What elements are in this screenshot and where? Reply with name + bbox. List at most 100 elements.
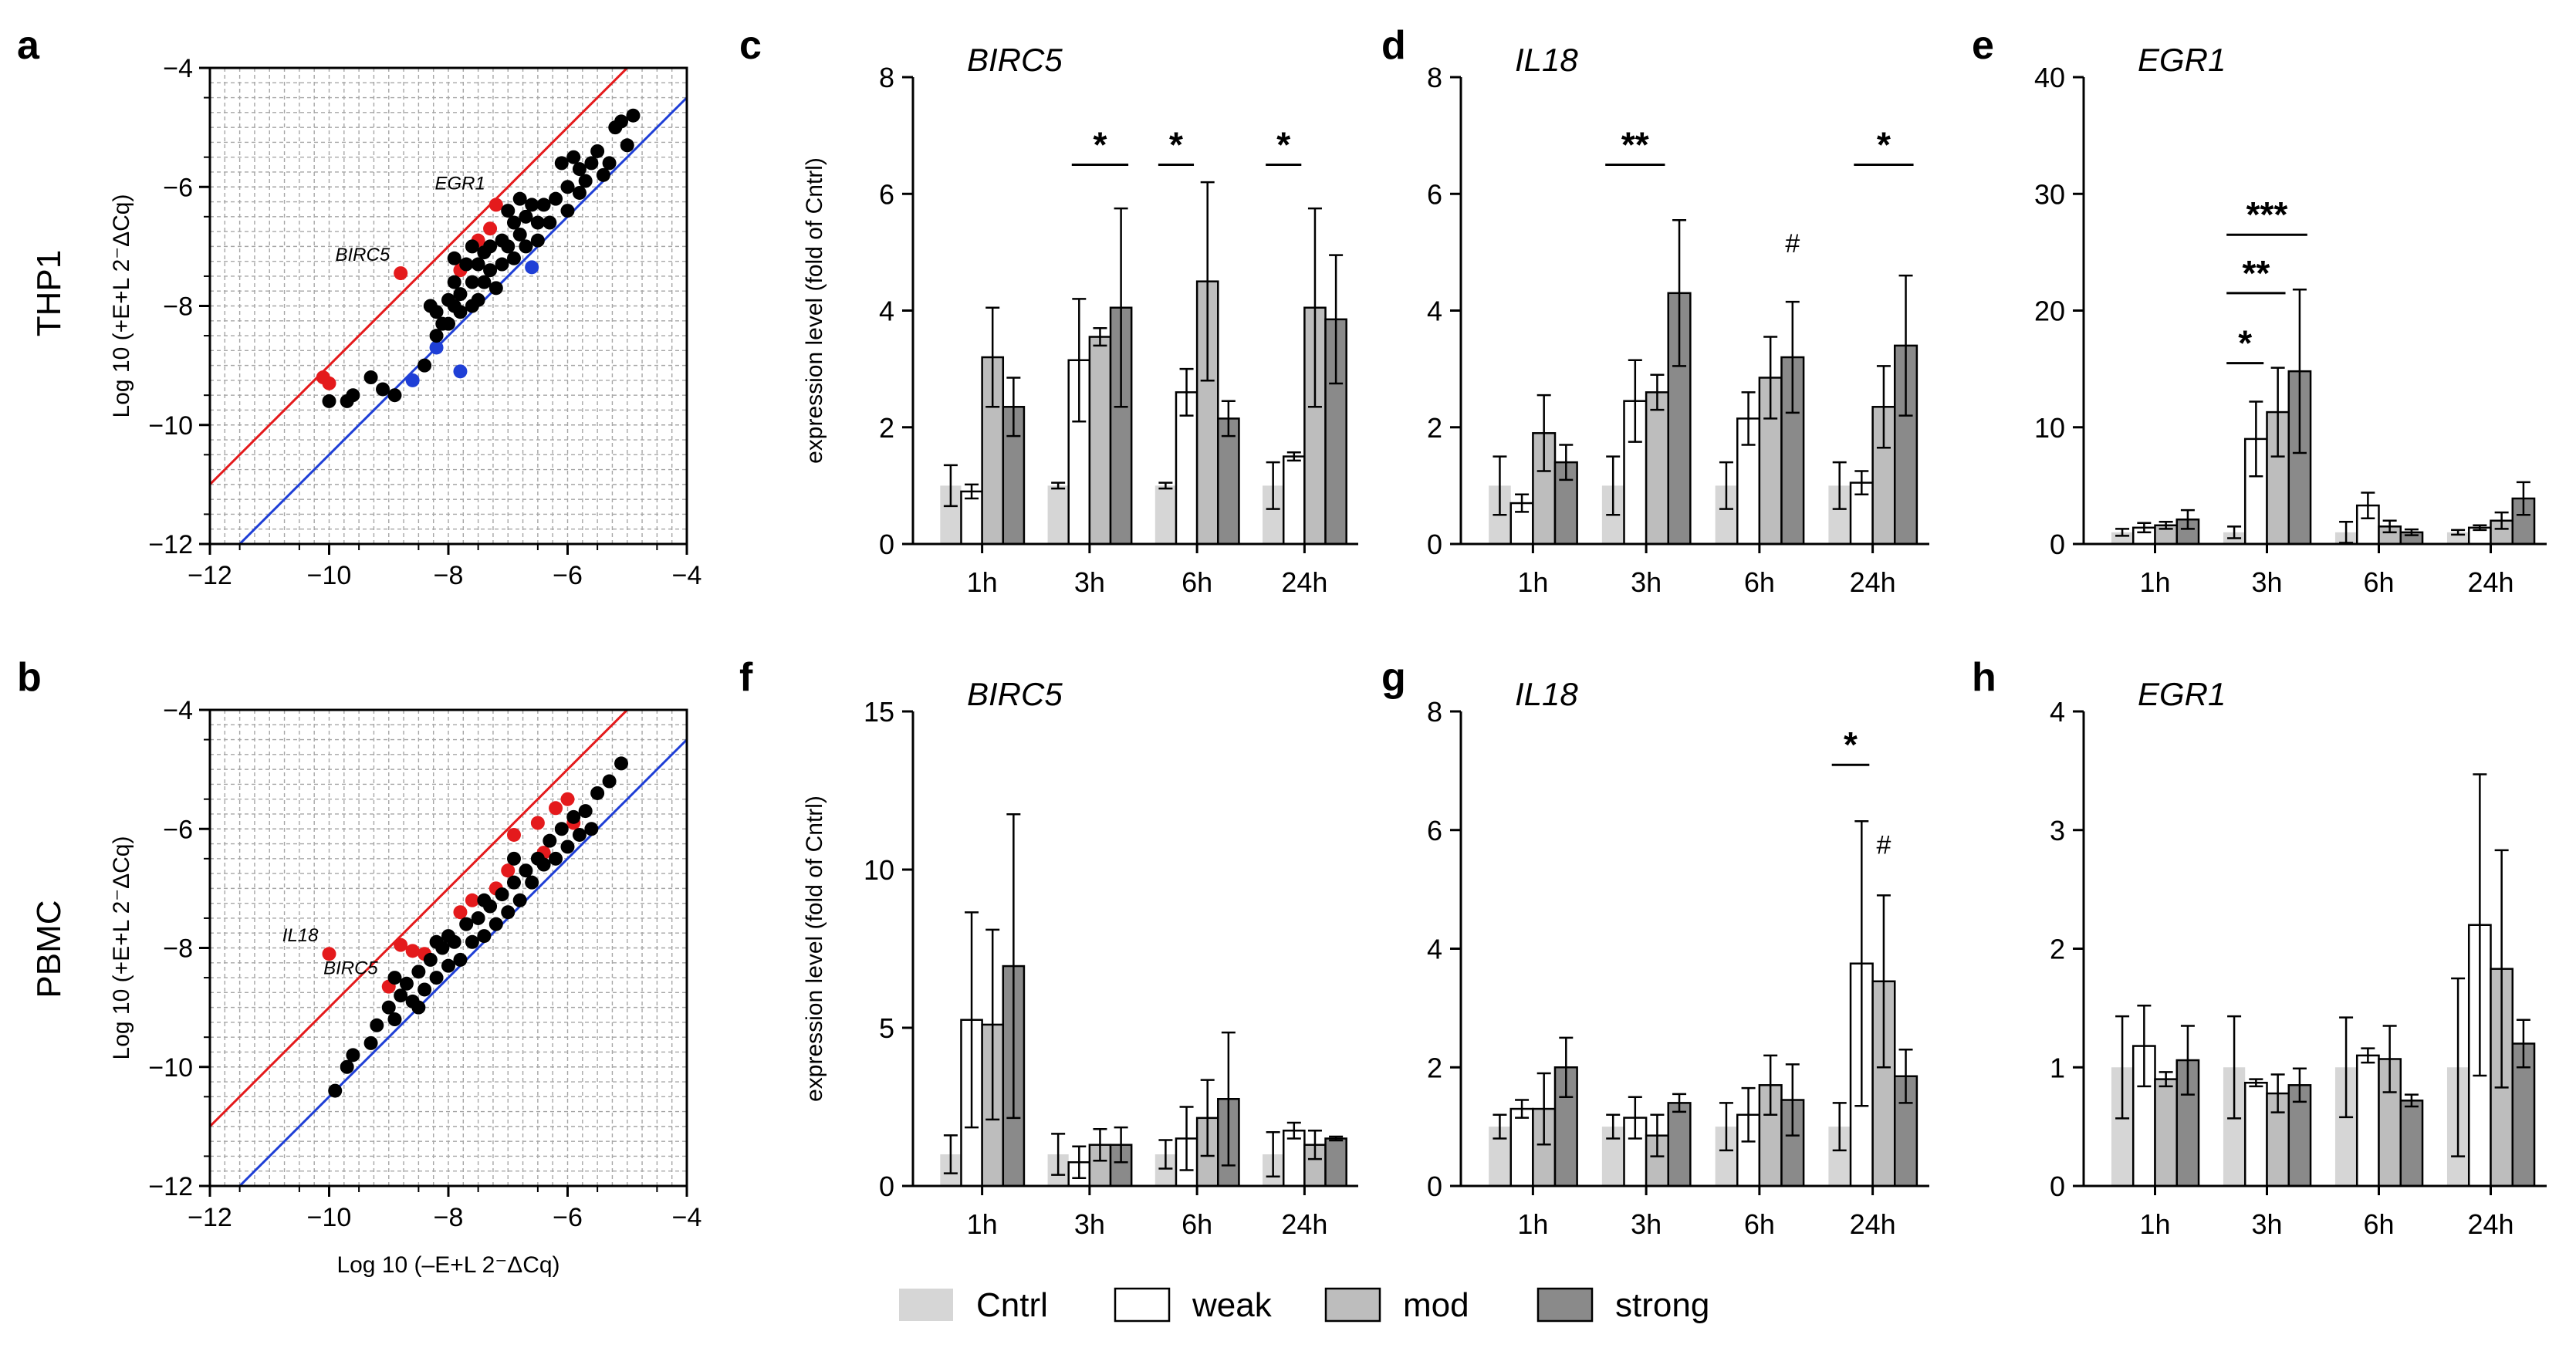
data-point-unchanged — [418, 982, 432, 997]
y-axis-label: Log 10 (+E+L 2⁻ΔCq) — [109, 836, 134, 1060]
x-tick-label: −4 — [672, 1203, 702, 1232]
data-point-unchanged — [506, 215, 521, 230]
significance-label: * — [1276, 124, 1290, 164]
bar-mod-3h — [1645, 391, 1669, 546]
data-point-up — [453, 905, 468, 920]
data-point-unchanged — [602, 774, 617, 789]
data-point-unchanged — [536, 857, 551, 872]
x-tick-label: 24h — [1281, 566, 1327, 598]
y-tick-label: −8 — [163, 292, 193, 322]
data-point-unchanged — [459, 257, 474, 272]
data-point-unchanged — [453, 287, 468, 302]
data-point-up — [322, 376, 336, 390]
x-tick-label: 24h — [1850, 566, 1896, 598]
y-tick-label: −12 — [148, 530, 193, 559]
data-point-unchanged — [423, 952, 438, 967]
data-point-up — [530, 816, 545, 830]
y-tick-label: −12 — [148, 1172, 193, 1201]
y-tick-label: −4 — [163, 696, 193, 725]
data-point-unchanged — [477, 929, 492, 944]
data-point-up — [394, 938, 408, 952]
y-tick-label: 3 — [2050, 815, 2065, 846]
gene-annotation-il18: IL18 — [282, 925, 319, 946]
data-point-up — [501, 863, 516, 878]
data-point-unchanged — [543, 215, 557, 230]
gene-title: EGR1 — [2138, 676, 2226, 712]
y-tick-label: 2 — [1427, 1052, 1442, 1083]
y-tick-label: −6 — [163, 815, 193, 844]
data-point-unchanged — [525, 875, 539, 890]
data-point-unchanged — [501, 905, 516, 920]
data-point-unchanged — [549, 191, 563, 206]
x-tick-label: 1h — [967, 566, 998, 598]
data-point-unchanged — [429, 934, 444, 949]
legend-swatch-cntrl — [899, 1289, 953, 1321]
y-tick-label: 0 — [1427, 1171, 1442, 1202]
data-point-unchanged — [387, 1012, 402, 1027]
data-point-unchanged — [512, 893, 527, 907]
data-point-unchanged — [549, 851, 563, 866]
data-point-unchanged — [495, 257, 509, 272]
data-point-unchanged — [560, 204, 575, 218]
data-point-unchanged — [453, 305, 468, 319]
y-tick-label: 6 — [879, 178, 894, 210]
panel-letter-d: d — [1381, 23, 1406, 68]
data-point-up — [322, 947, 336, 961]
data-point-unchanged — [394, 988, 408, 1003]
data-point-up — [560, 792, 575, 806]
y-tick-label: 4 — [1427, 934, 1442, 965]
data-point-unchanged — [519, 239, 533, 254]
bar-weak-3h — [2243, 1081, 2268, 1188]
row-label-pbmc: PBMC — [30, 900, 68, 998]
gene-annotation-birc5: BIRC5 — [323, 958, 378, 979]
x-tick-label: −12 — [188, 561, 232, 590]
y-tick-label: 40 — [2034, 62, 2065, 93]
x-tick-label: 3h — [1074, 566, 1105, 598]
bar-strong-3h — [1667, 1102, 1692, 1188]
data-point-unchanged — [495, 887, 509, 902]
data-point-unchanged — [488, 281, 503, 296]
data-point-up — [483, 221, 498, 236]
gene-title: IL18 — [1515, 676, 1578, 712]
x-tick-label: −8 — [434, 561, 464, 590]
x-tick-label: −12 — [188, 1203, 232, 1232]
bar-mod-3h — [1088, 336, 1112, 546]
data-point-unchanged — [423, 299, 438, 313]
gene-title: EGR1 — [2138, 42, 2226, 78]
y-tick-label: 6 — [1427, 815, 1442, 846]
x-tick-label: 3h — [1074, 1208, 1105, 1240]
y-axis-label: expression level (fold of Cntrl) — [802, 157, 827, 464]
bar-strong-6h — [2399, 1100, 2424, 1188]
data-point-unchanged — [471, 257, 485, 272]
bar-cntrl-3h — [1047, 485, 1069, 544]
x-tick-label: −6 — [553, 1203, 583, 1232]
y-tick-label: 8 — [1427, 696, 1442, 728]
x-tick-label: −6 — [553, 561, 583, 590]
y-tick-label: 15 — [864, 696, 894, 728]
data-point-unchanged — [447, 275, 461, 289]
data-point-unchanged — [340, 1059, 354, 1074]
panel-letter-g: g — [1381, 655, 1406, 700]
bar-panel-c: BIRC5 0 2 4 6 8 1h 3h 6h 24h expression level (fol… — [802, 42, 1358, 598]
y-tick-label: 2 — [2050, 934, 2065, 965]
data-point-unchanged — [596, 167, 610, 182]
data-point-unchanged — [566, 809, 581, 824]
significance-label: *** — [2246, 194, 2288, 235]
significance-label: ** — [1621, 124, 1649, 164]
data-point-unchanged — [626, 108, 641, 123]
row-label-thp1: THP1 — [30, 250, 68, 336]
legend-swatch-weak — [1114, 1287, 1171, 1323]
significance-label: * — [1877, 124, 1891, 164]
data-point-unchanged — [578, 174, 593, 188]
bar-strong-6h — [1217, 417, 1240, 546]
y-axis-label: expression level (fold of Cntrl) — [802, 796, 827, 1102]
data-point-unchanged — [465, 239, 479, 254]
y-tick-label: 4 — [879, 296, 894, 327]
data-point-unchanged — [501, 239, 516, 254]
x-tick-label: 24h — [2467, 566, 2513, 598]
data-point-unchanged — [590, 144, 605, 158]
y-tick-label: 30 — [2034, 178, 2065, 210]
x-tick-label: −10 — [307, 561, 352, 590]
data-point-unchanged — [483, 263, 498, 278]
